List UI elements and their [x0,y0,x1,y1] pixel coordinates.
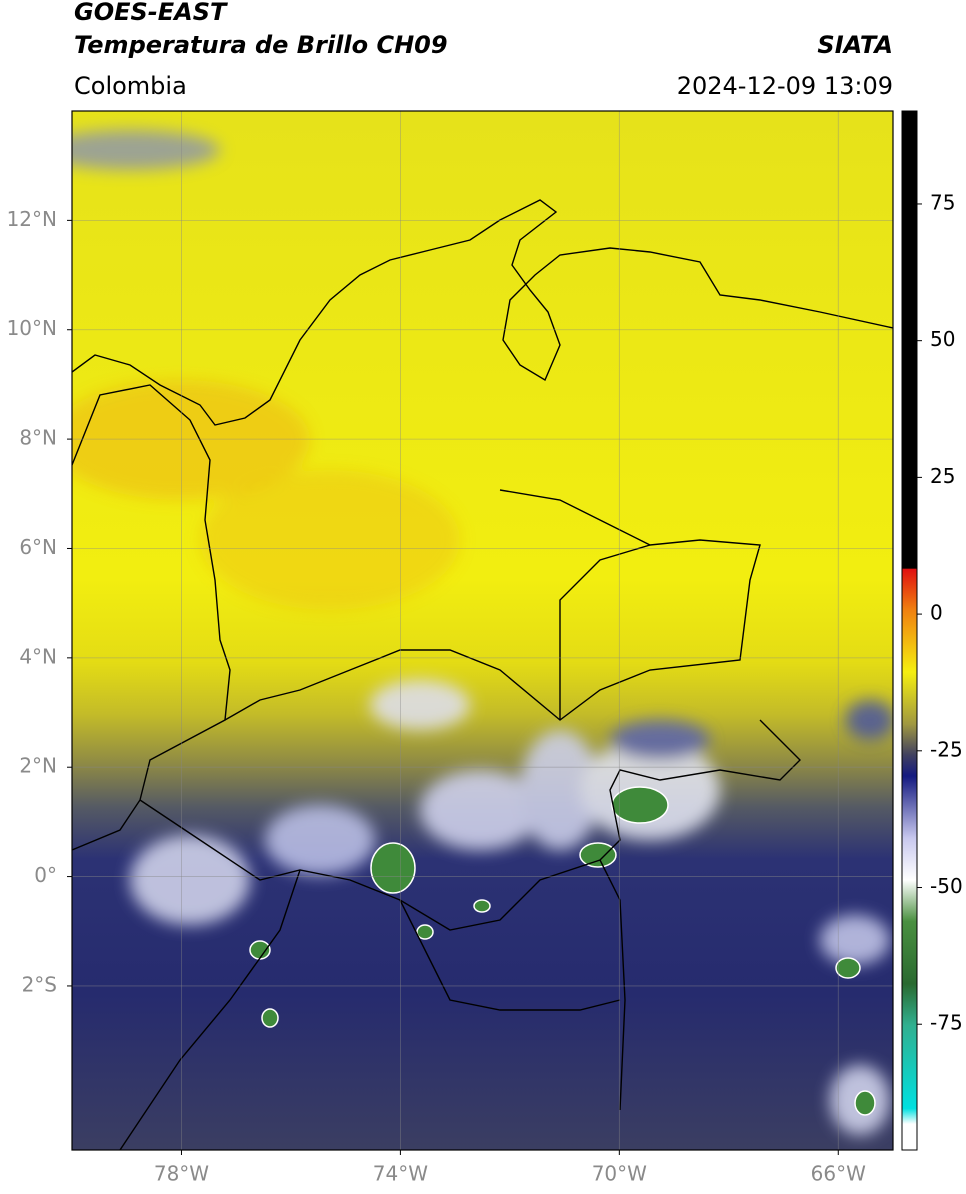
y-tick-label: 10°N [7,316,57,340]
timestamp: 2024-12-09 13:09 [677,72,893,100]
colorbar-tick-label: -75 [930,1011,963,1035]
colorbar-tick-label: 75 [930,190,955,214]
colorbar-tick-label: -25 [930,737,963,761]
y-tick-label: 2°S [22,972,57,996]
x-tick-label: 74°W [373,1162,428,1186]
colorbar [901,110,918,1151]
subtitle: Temperatura de Brillo CH09 [74,31,448,59]
source: SIATA [817,31,893,59]
imagery [72,111,893,1150]
region: Colombia [74,72,187,100]
y-tick-label: 0° [34,863,57,887]
map-frame [71,110,894,1151]
colorbar-tick-label: 0 [930,601,943,625]
y-tick-label: 6°N [19,535,57,559]
colorbar-tick-label: 25 [930,464,955,488]
y-tick-label: 4°N [19,644,57,668]
colorbar-tick-label: 50 [930,327,955,351]
colorbar-tick-label: -50 [930,874,963,898]
x-tick-label: 78°W [154,1162,209,1186]
x-tick-label: 70°W [592,1162,647,1186]
y-tick-label: 2°N [19,754,57,778]
graticule [72,111,893,1150]
y-tick-label: 8°N [19,426,57,450]
x-tick-label: 66°W [811,1162,866,1186]
y-tick-label: 12°N [7,207,57,231]
title: GOES-EAST [74,0,228,26]
